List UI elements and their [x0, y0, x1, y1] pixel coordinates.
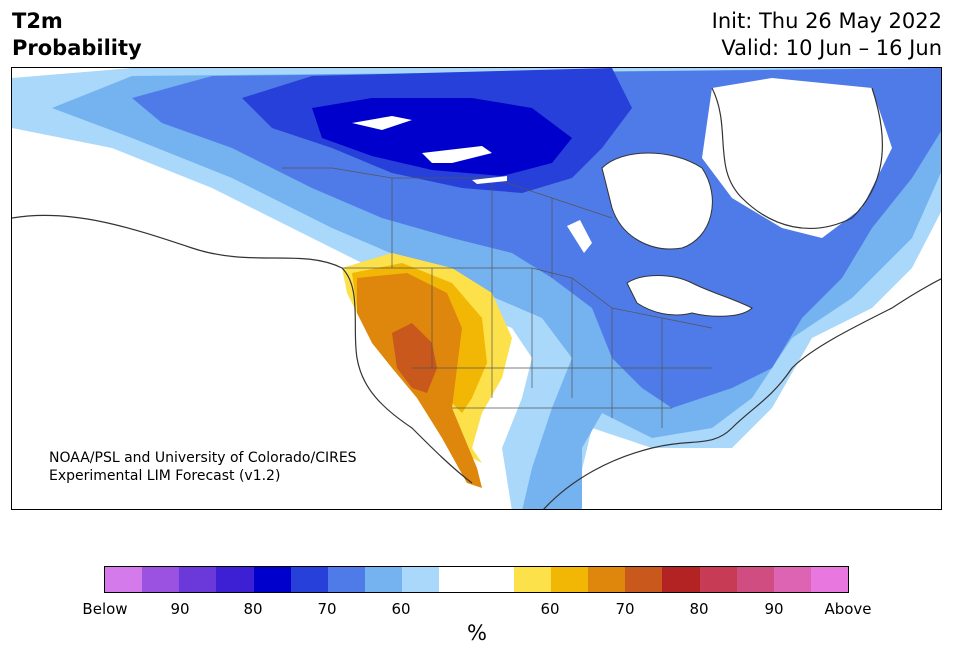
- colorbar-cell: [810, 567, 849, 592]
- lake-d: [567, 220, 592, 253]
- lake-c: [472, 176, 507, 184]
- map-title: T2m Probability: [12, 8, 142, 62]
- colorbar-cell: [290, 567, 328, 592]
- colorbar-tick-label: Below: [82, 600, 128, 618]
- colorbar-cell: [402, 567, 440, 592]
- colorbar-tick-label: 80: [243, 600, 263, 618]
- colorbar-tick-label: 70: [615, 600, 635, 618]
- probability-colorbar: [104, 566, 849, 593]
- colorbar-cell: [625, 567, 663, 592]
- colorbar-cell: [179, 567, 217, 592]
- coastlines: [12, 87, 941, 509]
- init-date: Init: Thu 26 May 2022: [711, 9, 942, 33]
- map-panel: [11, 67, 942, 510]
- colorbar-cell: [216, 567, 254, 592]
- above-90-region: [392, 323, 437, 393]
- colorbar-unit: %: [467, 621, 487, 645]
- colorbar-cell: [439, 567, 477, 592]
- colorbar-cell: [513, 567, 551, 592]
- greenland-area: [702, 78, 892, 238]
- colorbar-tick-label: Above: [824, 600, 872, 618]
- lake-a: [352, 116, 412, 130]
- colorbar-cell: [773, 567, 811, 592]
- colorbar-cell: [588, 567, 626, 592]
- colorbar-cell: [476, 567, 514, 592]
- title-line-2: Probability: [12, 36, 142, 60]
- colorbar-cell: [365, 567, 403, 592]
- below-95-region: [312, 98, 572, 176]
- colorbar-tick-label: 70: [317, 600, 337, 618]
- colorbar-cell: [550, 567, 589, 592]
- political-borders: [282, 167, 713, 428]
- probability-map: [12, 68, 941, 509]
- colorbar-cell: [105, 567, 143, 592]
- colorbar-cell: [662, 567, 700, 592]
- colorbar-tick-label: 60: [540, 600, 560, 618]
- colorbar-cell: [327, 567, 366, 592]
- title-line-1: T2m: [12, 9, 63, 33]
- great-lakes: [626, 275, 753, 317]
- credit-line-2: Experimental LIM Forecast (v1.2): [49, 468, 281, 484]
- credit-line-1: NOAA/PSL and University of Colorado/CIRE…: [49, 450, 357, 466]
- colorbar-cell: [699, 567, 737, 592]
- lake-b: [422, 146, 492, 163]
- colorbar-cell: [253, 567, 291, 592]
- valid-period: Valid: 10 Jun – 16 Jun: [721, 36, 942, 60]
- colorbar-tick-label: 90: [764, 600, 784, 618]
- colorbar-tick-label: 80: [689, 600, 709, 618]
- hudson-bay: [601, 152, 713, 250]
- colorbar-cell: [736, 567, 774, 592]
- colorbar-cell: [142, 567, 180, 592]
- forecast-dates: Init: Thu 26 May 2022 Valid: 10 Jun – 16…: [712, 8, 942, 62]
- colorbar-tick-label: 90: [170, 600, 190, 618]
- credit-text: NOAA/PSL and University of Colorado/CIRE…: [49, 449, 357, 485]
- colorbar-tick-label: 60: [391, 600, 411, 618]
